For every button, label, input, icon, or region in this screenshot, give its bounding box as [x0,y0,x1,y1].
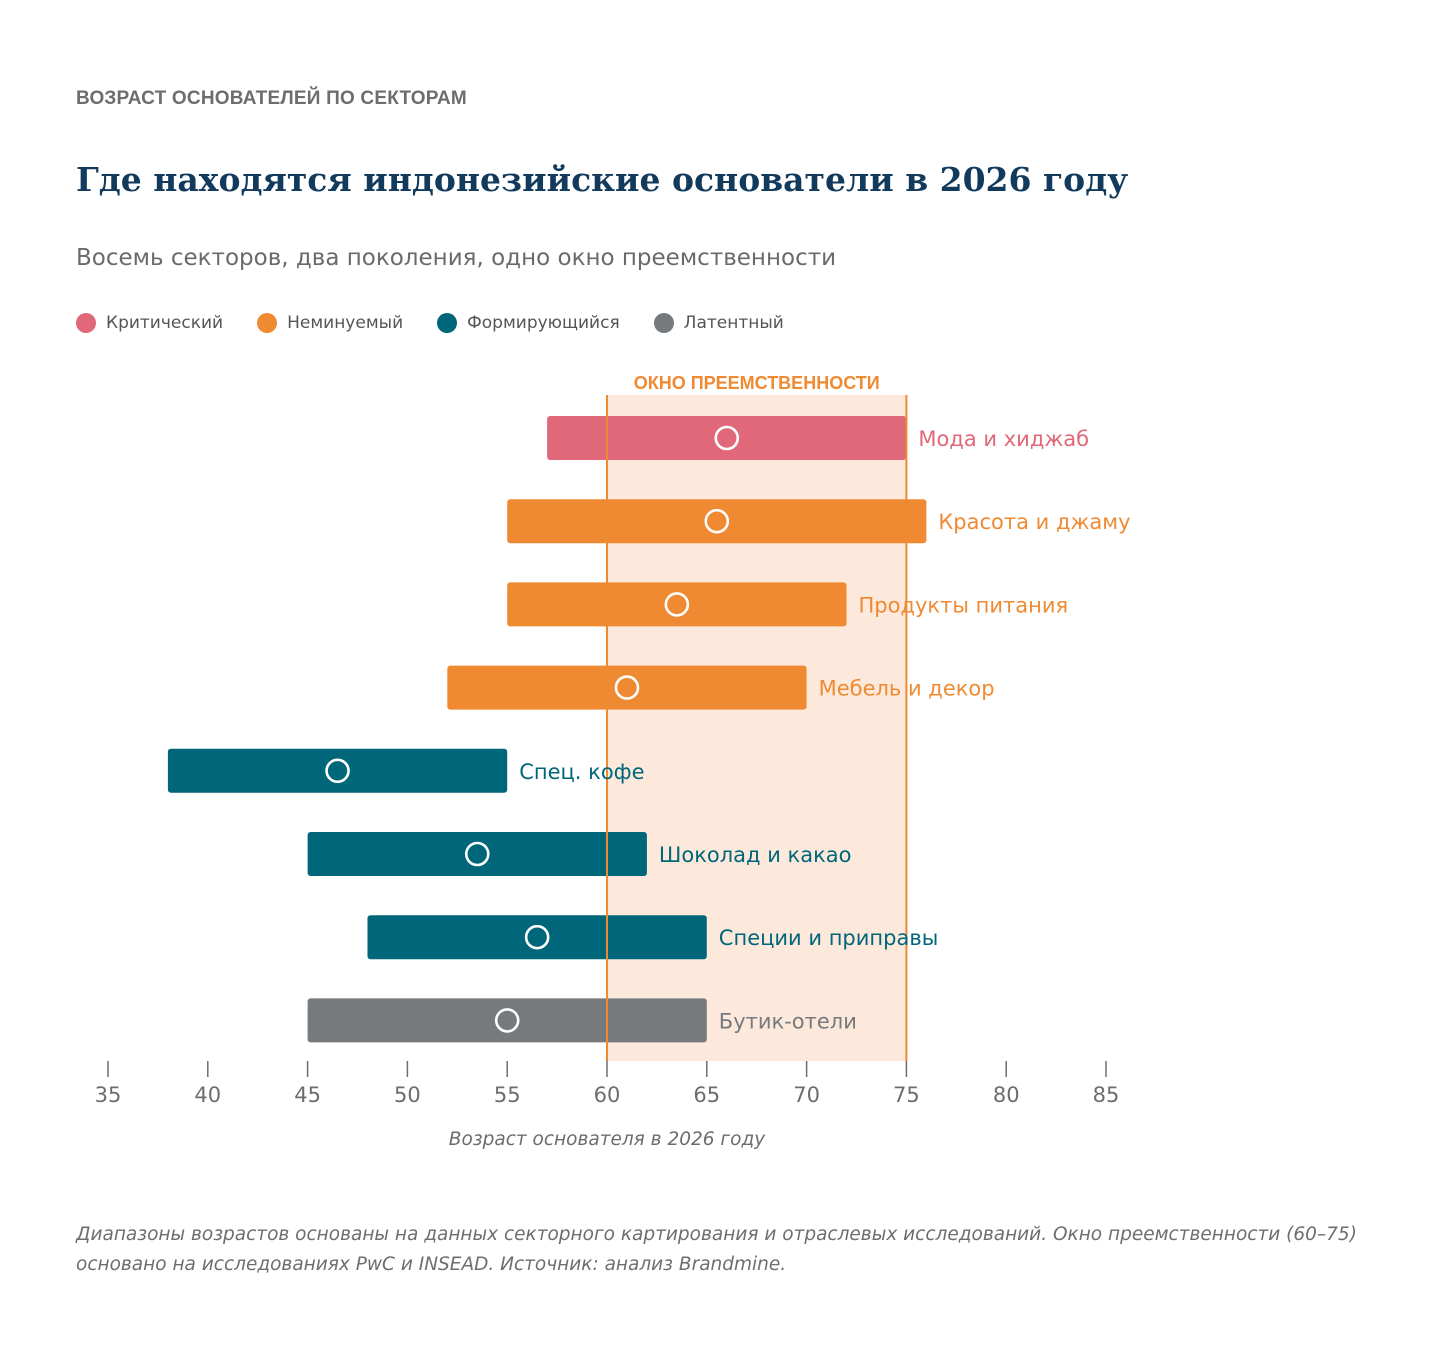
legend-swatch [437,313,458,333]
legend-swatch [653,313,674,333]
legend-label: Латентный [683,313,784,333]
sector-label: Мебель и декор [819,677,995,701]
window-label: ОКНО ПРЕЕМСТВЕННОСТИ [634,373,880,393]
sector-label: Продукты питания [859,593,1069,617]
footnote: Диапазоны возрастов основаны на данных с… [76,1224,1357,1275]
succession-window-band [607,395,907,1061]
median-marker [524,924,550,950]
median-marker [714,425,740,451]
range-bar [307,998,707,1043]
legend-item-emerging: Формирующийся [437,313,620,333]
legend-label: Критический [106,313,224,333]
sector-label: Спец. кофе [519,760,644,784]
range-bar [367,915,707,960]
legend-item-latent: Латентный [653,313,784,333]
legend-swatch [76,313,96,333]
x-tick-label: 55 [494,1083,521,1107]
x-axis-label: Возраст основателя в 2026 году [449,1129,766,1150]
sector-label: Бутик-отели [719,1009,857,1033]
x-tick-label: 85 [1093,1083,1120,1107]
median-marker [664,592,690,617]
x-tick-label: 50 [394,1083,421,1107]
sector-label: Мода и хиджаб [918,427,1089,451]
median-marker [494,1008,520,1033]
range-bar [507,582,847,627]
legend-label: Неминуемый [287,313,404,333]
sector-label: Шоколад и какао [659,843,852,867]
chart-subtitle: Восемь секторов, два поколения, одно окн… [76,245,837,271]
x-tick-label: 40 [194,1083,221,1107]
legend-item-imminent: Неминуемый [257,313,403,333]
range-bar [447,665,807,710]
sector-label: Красота и джаму [938,510,1130,534]
median-marker [614,675,640,700]
x-tick-label: 75 [893,1083,920,1107]
legend-swatch [257,313,278,333]
range-bar [507,499,927,544]
x-tick-label: 80 [993,1083,1020,1107]
legend-item-critical: Критический [76,313,223,333]
median-marker [704,508,730,534]
x-tick-label: 60 [594,1083,621,1107]
range-bar [167,748,508,793]
median-marker [325,758,350,784]
chart-eyebrow: ВОЗРАСТ ОСНОВАТЕЛЕЙ ПО СЕКТОРАМ [76,88,467,109]
x-tick-label: 65 [693,1083,720,1107]
median-marker [464,841,490,867]
range-bar-chart: ОКНО ПРЕЕМСТВЕННОСТИ Мода и хиджаб Красота… [95,373,1131,1150]
x-tick-label: 35 [95,1083,122,1107]
chart-title: Где находятся индонезийские основатели в… [76,160,1129,199]
range-bar [547,416,907,460]
sector-label: Специи и приправы [719,926,939,950]
legend-label: Формирующийся [467,313,620,333]
range-bar [307,832,647,876]
x-tick-label: 45 [294,1083,321,1107]
x-tick-label: 70 [793,1083,820,1107]
legend: Критический Неминуемый Формирующийся Лат… [76,313,818,333]
